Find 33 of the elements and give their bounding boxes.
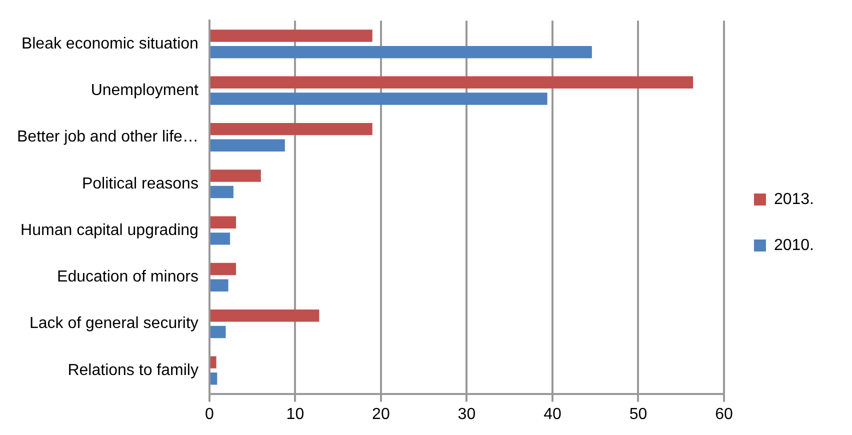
legend-label: 2013. xyxy=(774,190,814,208)
x-tick-label: 30 xyxy=(458,406,476,423)
bar xyxy=(210,216,236,228)
bar xyxy=(210,92,548,105)
bar xyxy=(210,122,372,136)
bar xyxy=(210,30,372,42)
bar xyxy=(210,170,261,182)
x-tick-label: 10 xyxy=(286,406,304,423)
y-tick-label: Education of minors xyxy=(57,268,198,286)
bar xyxy=(210,279,228,292)
y-tick-label: Lack of general security xyxy=(29,315,198,332)
bar xyxy=(210,139,285,152)
bar xyxy=(210,46,592,58)
x-tick-label: 50 xyxy=(629,406,648,423)
y-tick-label: Unemployment xyxy=(90,82,199,99)
y-tick-label: Human capital upgrading xyxy=(20,222,198,239)
y-tick-label: Bleak economic situation xyxy=(21,35,198,52)
legend-label: 2010. xyxy=(774,236,814,254)
bar xyxy=(210,232,230,245)
bar xyxy=(210,310,320,322)
x-tick-label: 0 xyxy=(204,406,214,423)
x-tick-label: 60 xyxy=(715,406,733,423)
x-tick-label: 20 xyxy=(372,406,390,423)
bar xyxy=(210,262,236,276)
y-tick-label: Better job and other life… xyxy=(17,128,198,146)
y-tick-label: Relations to family xyxy=(68,362,198,379)
bar xyxy=(210,326,226,338)
bar xyxy=(210,186,234,198)
bar xyxy=(210,76,694,89)
bar xyxy=(210,372,218,385)
y-tick-label: Political reasons xyxy=(82,175,198,192)
bar xyxy=(210,356,216,368)
x-tick-label: 40 xyxy=(544,406,562,423)
